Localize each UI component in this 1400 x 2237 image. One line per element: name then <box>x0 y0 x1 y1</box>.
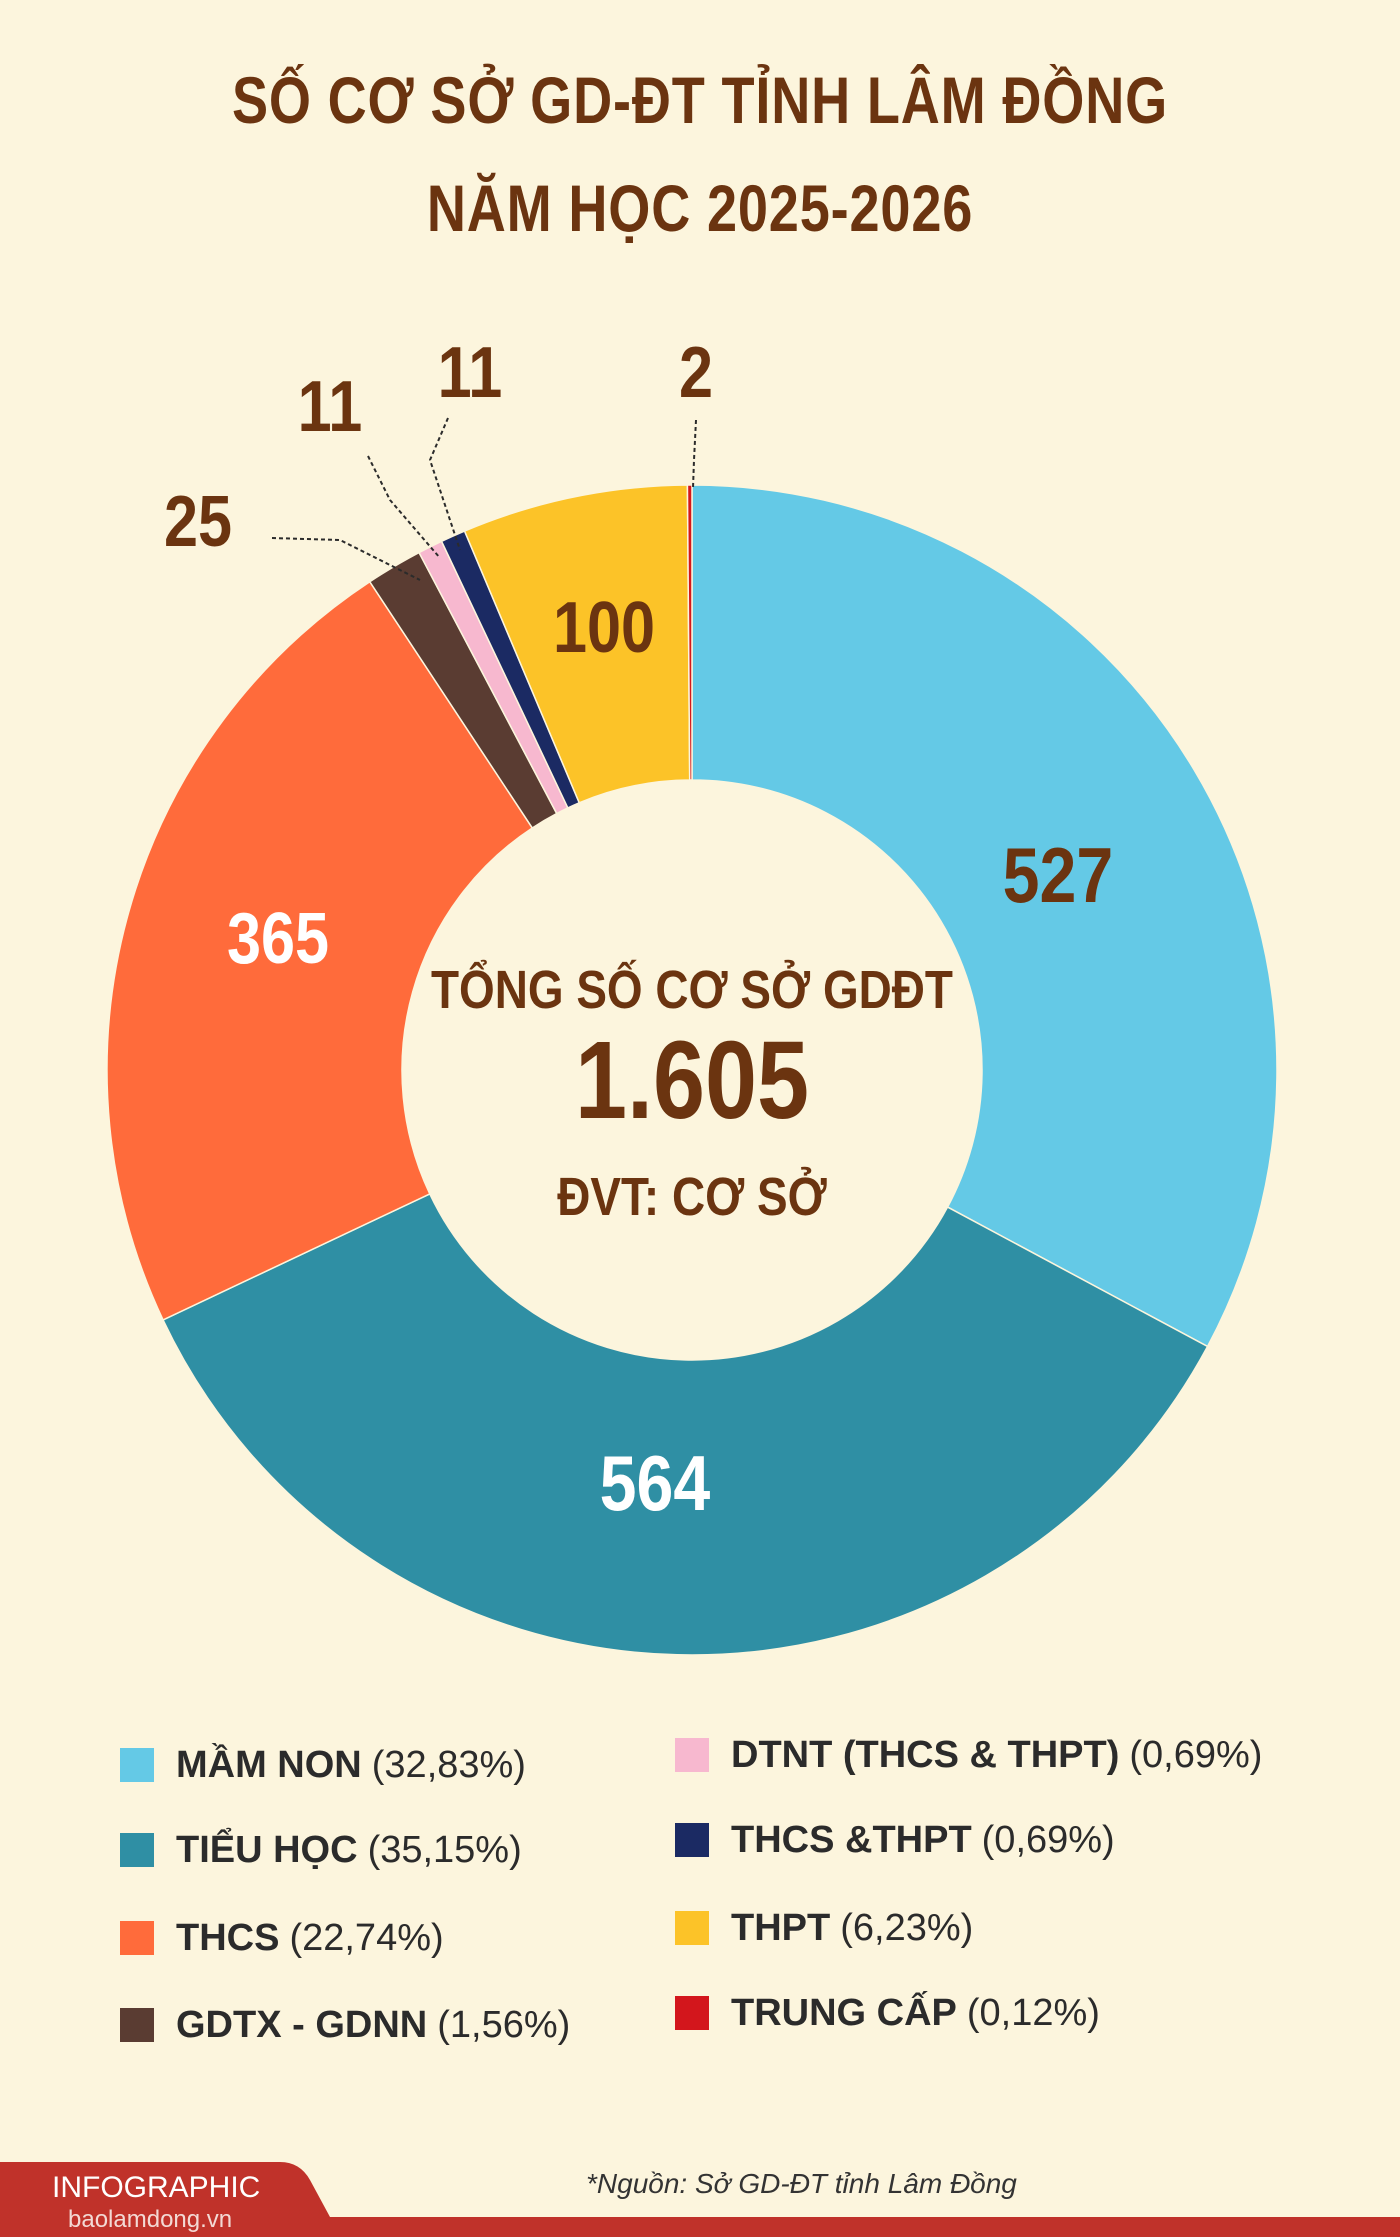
leader-line-thcs-thpt <box>428 417 461 551</box>
value-label-thcs-thpt: 11 <box>438 333 503 413</box>
leader-line-gdtx-gdnn <box>271 537 421 581</box>
value-label-tieu-hoc: 564 <box>600 1440 711 1527</box>
legend-item-thcs-thpt: THCS &THPT (0,69%) <box>675 1815 1115 1865</box>
legend-label: THCS <box>176 1916 280 1959</box>
footer-bar <box>0 2162 1400 2237</box>
title-line-1: SỐ CƠ SỞ GD-ĐT TỈNH LÂM ĐỒNG <box>231 63 1169 137</box>
source-note: *Nguồn: Sở GD-ĐT tỉnh Lâm Đồng <box>586 2168 1017 2199</box>
legend-label: THPT <box>731 1906 831 1949</box>
legend-swatch <box>675 1996 709 2030</box>
legend-swatch <box>120 1748 154 1782</box>
legend-item-gdtx-gdnn: GDTX - GDNN (1,56%) <box>120 2000 570 2050</box>
legend-swatch <box>120 1833 154 1867</box>
legend-swatch <box>120 2008 154 2042</box>
legend-percent: (0,69%) <box>981 1818 1115 1861</box>
value-label-gdtx-gdnn: 25 <box>164 482 232 562</box>
legend-percent: (1,56%) <box>437 2003 571 2046</box>
center-title: TỔNG SỐ CƠ SỞ GDĐT <box>431 958 953 1019</box>
legend-label: MẦM NON <box>176 1743 362 1786</box>
legend-percent: (0,69%) <box>1129 1733 1263 1776</box>
center-unit: ĐVT: CƠ SỞ <box>557 1165 827 1226</box>
legend-item-thpt: THPT (6,23%) <box>675 1903 973 1953</box>
legend-label: DTNT (THCS & THPT) <box>731 1733 1120 1776</box>
legend-swatch <box>675 1823 709 1857</box>
value-label-thpt: 100 <box>553 588 655 668</box>
legend-item-tieu-hoc: TIỂU HỌC (35,15%) <box>120 1825 522 1875</box>
legend-label: TRUNG CẤP <box>731 1991 957 2034</box>
legend-item-trung-cap: TRUNG CẤP (0,12%) <box>675 1988 1100 2038</box>
slice-thcs <box>106 580 534 1321</box>
legend-label: TIỂU HỌC <box>176 1828 358 1871</box>
footer-site: baolamdong.vn <box>68 2206 233 2233</box>
legend-label: THCS &THPT <box>731 1818 972 1861</box>
center-total: 1.605 <box>575 1019 809 1142</box>
legend-swatch <box>120 1921 154 1955</box>
legend-percent: (0,12%) <box>966 1991 1100 2034</box>
legend-swatch <box>675 1911 709 1945</box>
leader-line-trung-cap <box>692 419 697 489</box>
footer-infographic-label: INFOGRAPHIC <box>52 2171 261 2204</box>
value-label-thcs: 365 <box>227 899 329 979</box>
donut-chart: 527 564 365 25 11 11 100 2 TỔNG SỐ CƠ SỞ GDĐT1.6… <box>106 333 1278 1656</box>
value-label-dtnt: 11 <box>298 367 363 447</box>
leader-line-dtnt <box>367 455 441 559</box>
value-label-mam-non: 527 <box>1003 832 1114 919</box>
legend-percent: (35,15%) <box>367 1828 522 1871</box>
donut-center <box>402 780 982 1360</box>
value-label-trung-cap: 2 <box>679 333 713 413</box>
legend-item-thcs: THCS (22,74%) <box>120 1913 444 1963</box>
legend-label: GDTX - GDNN <box>176 2003 428 2046</box>
legend-item-mam-non: MẦM NON (32,83%) <box>120 1740 526 1790</box>
legend-percent: (32,83%) <box>371 1743 526 1786</box>
legend-item-dtnt: DTNT (THCS & THPT) (0,69%) <box>675 1730 1262 1780</box>
legend-swatch <box>675 1738 709 1772</box>
legend-percent: (22,74%) <box>289 1916 444 1959</box>
title-line-2: NĂM HỌC 2025-2026 <box>426 171 974 245</box>
legend-percent: (6,23%) <box>840 1906 974 1949</box>
